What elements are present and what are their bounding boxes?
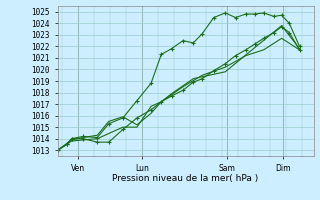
X-axis label: Pression niveau de la mer( hPa ): Pression niveau de la mer( hPa ) [112,174,259,183]
